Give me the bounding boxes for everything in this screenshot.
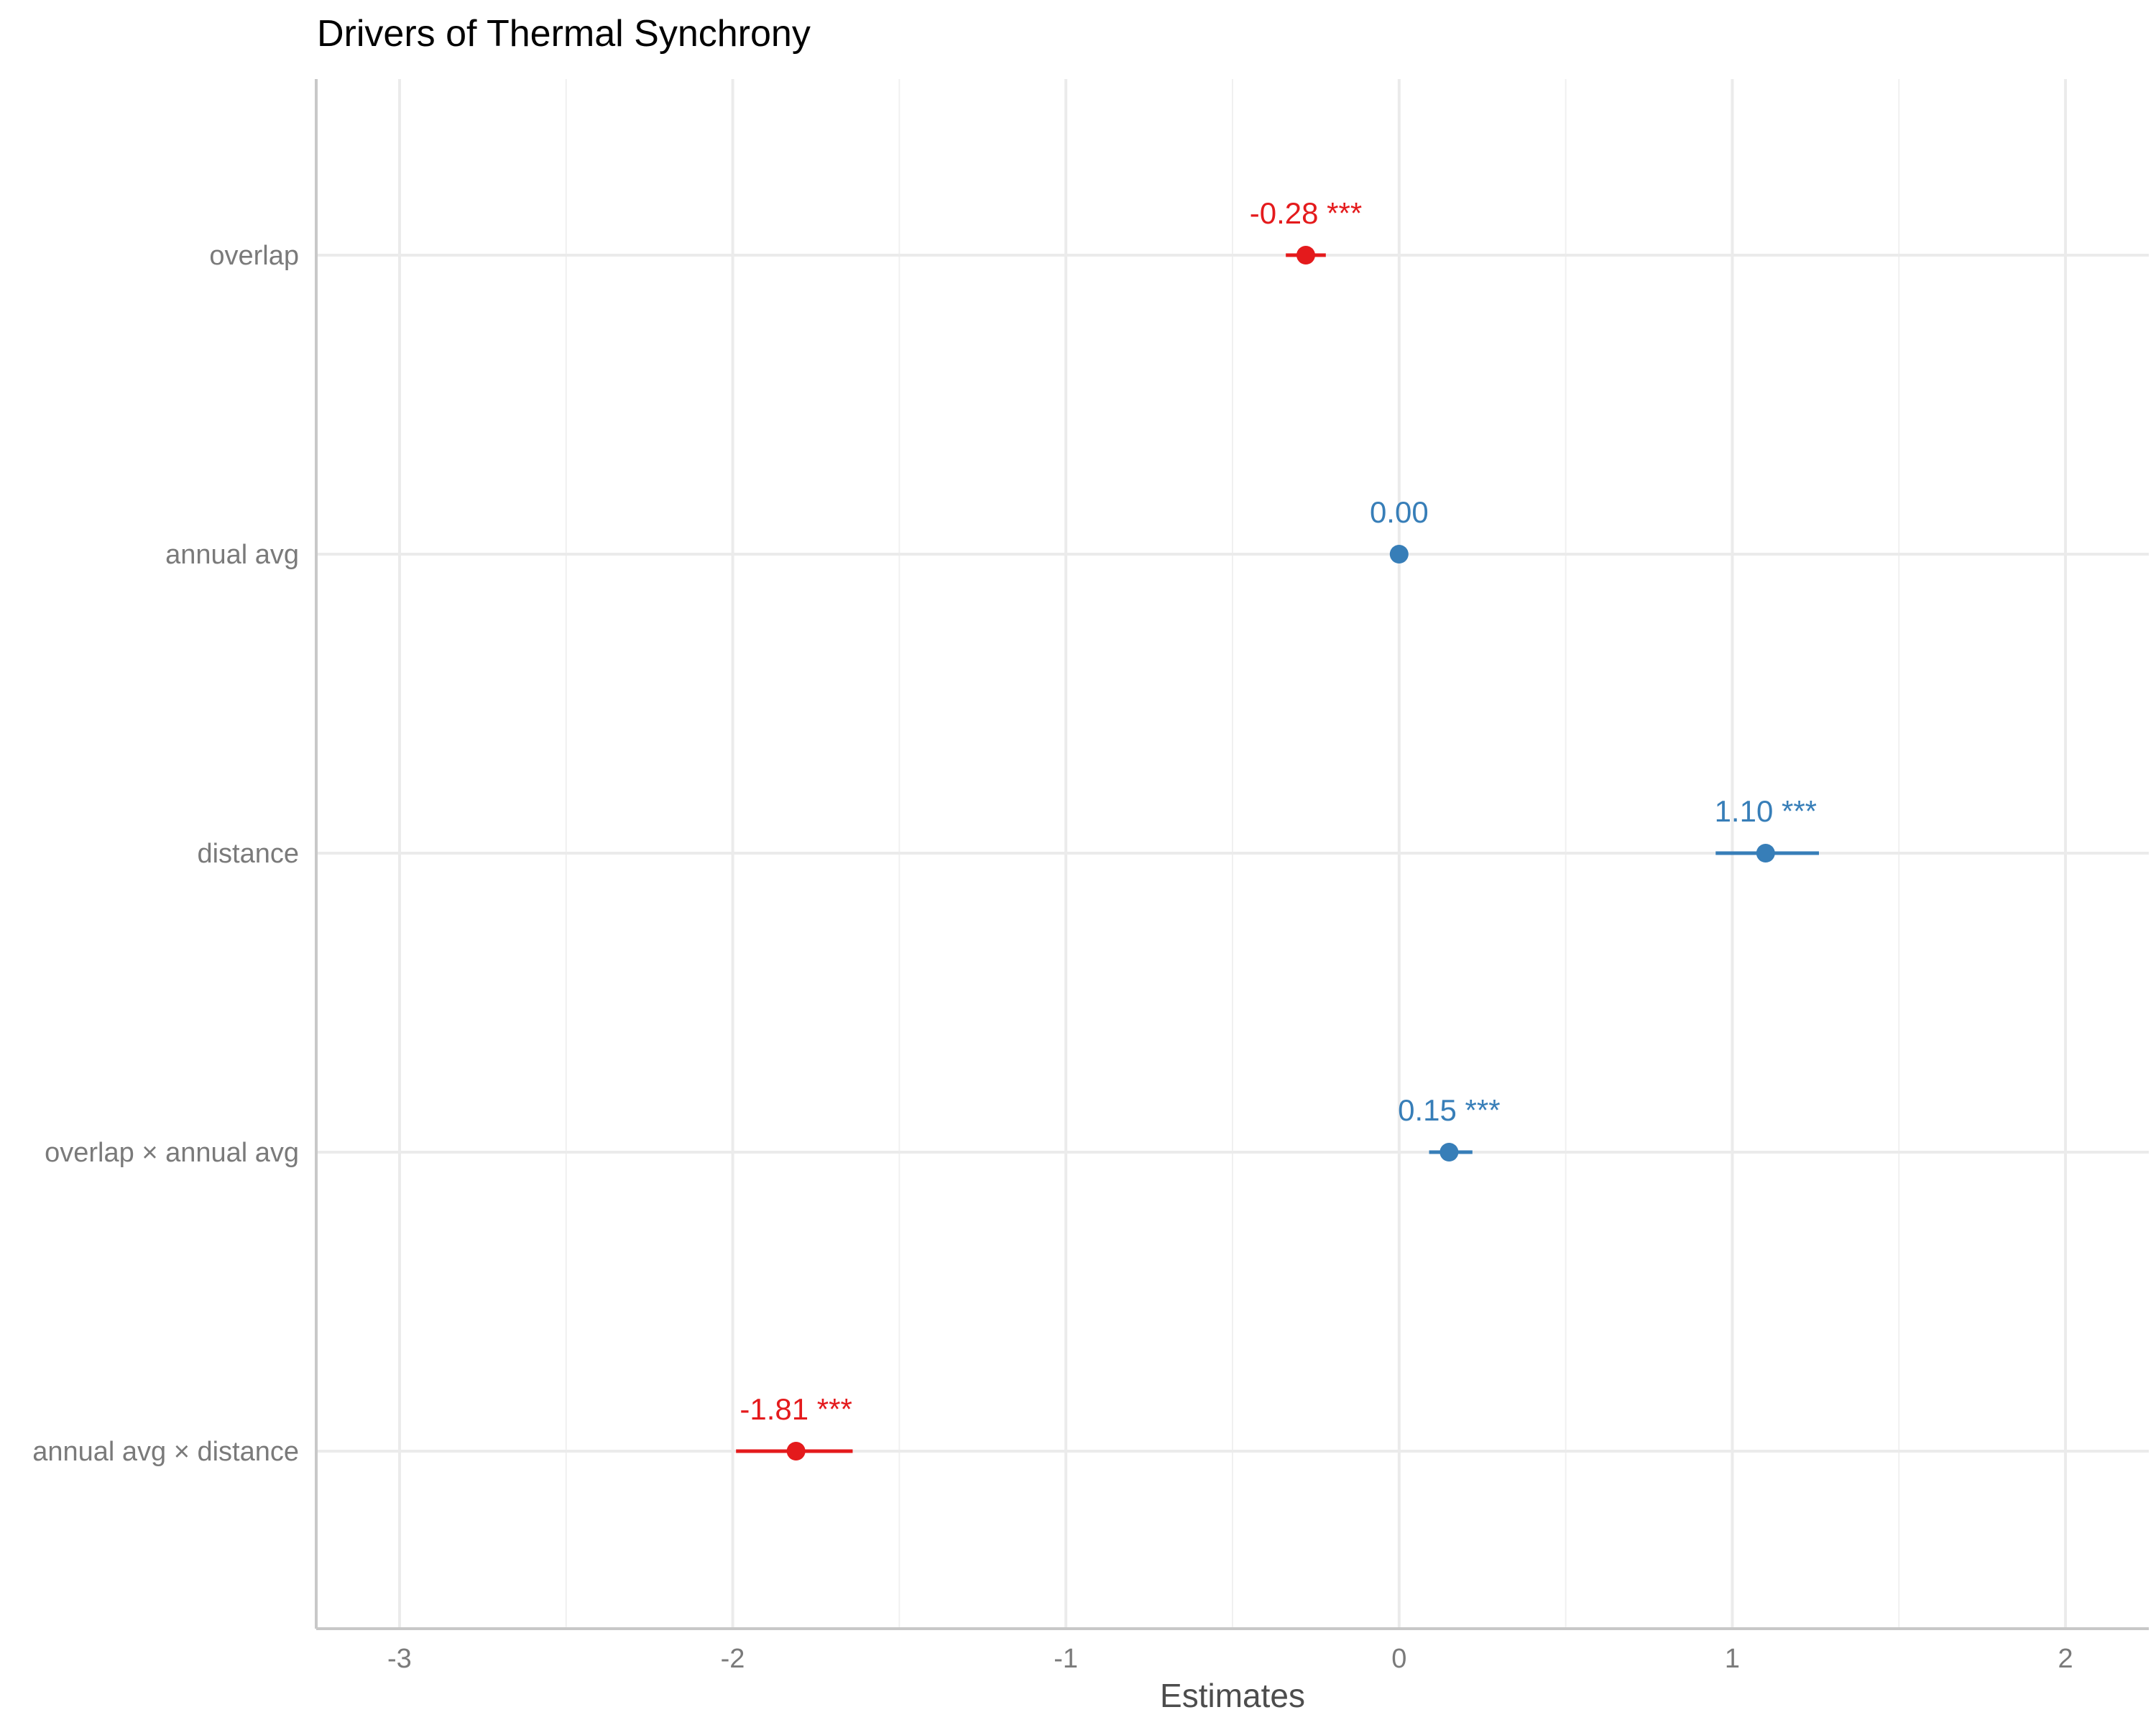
chart-title: Drivers of Thermal Synchrony	[317, 13, 811, 55]
estimate-label: 0.15 ***	[1398, 1093, 1500, 1127]
y-category-label: distance	[197, 839, 299, 869]
x-tick-label: 0	[1391, 1644, 1406, 1674]
estimate-label: -1.81 ***	[740, 1392, 852, 1426]
x-tick-labels: -3 -2 -1 0 1 2	[387, 1644, 2073, 1674]
y-category-label: annual avg	[165, 540, 299, 570]
estimates: -0.28 *** 0.00 1.10 *** 0.15 *** -1.81 ***	[736, 196, 1819, 1460]
estimate-point	[786, 1442, 806, 1460]
x-tick-label: -3	[387, 1644, 412, 1674]
y-category-label: annual avg × distance	[32, 1437, 299, 1467]
axes	[315, 79, 2149, 1630]
y-category-label: overlap	[209, 241, 299, 271]
estimate-point	[1756, 844, 1775, 862]
estimate-point	[1296, 246, 1315, 264]
grid	[316, 79, 2149, 1629]
x-tick-label: -1	[1054, 1644, 1078, 1674]
x-axis-title: Estimates	[1160, 1677, 1305, 1714]
estimate-label: 1.10 ***	[1715, 794, 1817, 828]
y-category-label: overlap × annual avg	[45, 1138, 299, 1168]
x-tick-label: 1	[1725, 1644, 1740, 1674]
y-tick-labels: overlap annual avg distance overlap × annua…	[32, 241, 299, 1467]
estimate-point	[1439, 1143, 1459, 1162]
x-tick-label: -2	[721, 1644, 745, 1674]
estimate-point	[1389, 545, 1409, 564]
estimate-label: -0.28 ***	[1250, 196, 1362, 230]
x-tick-label: 2	[2058, 1644, 2073, 1674]
estimate-label: 0.00	[1370, 495, 1429, 529]
